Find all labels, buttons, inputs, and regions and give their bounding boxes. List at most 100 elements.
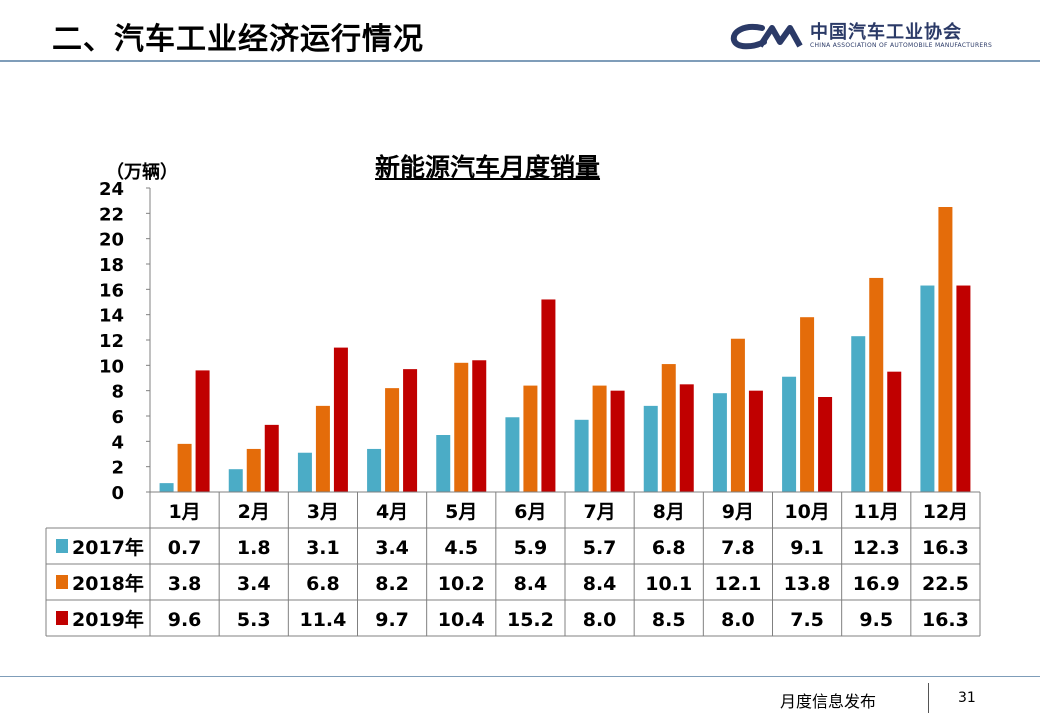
data-table-value: 16.9 (853, 573, 900, 595)
bar (920, 285, 935, 492)
data-table-value: 13.8 (784, 573, 831, 595)
category-label: 7月 (583, 501, 615, 523)
bar (385, 388, 400, 492)
data-table-value: 7.8 (721, 537, 755, 559)
data-table-value: 15.2 (507, 609, 554, 631)
category-label: 10月 (784, 501, 829, 523)
data-table-value: 0.7 (168, 537, 202, 559)
bar (246, 448, 261, 492)
y-axis-tick-label: 20 (99, 230, 124, 251)
data-table-value: 9.7 (375, 609, 409, 631)
bar (367, 448, 382, 492)
bar (403, 369, 418, 492)
bar (454, 362, 469, 492)
bar (851, 336, 866, 492)
category-label: 9月 (722, 501, 754, 523)
bar (333, 347, 348, 492)
page-number: 31 (958, 690, 976, 706)
y-axis-tick-label: 0 (111, 483, 124, 504)
bar (505, 417, 520, 492)
data-table-value: 1.8 (237, 537, 271, 559)
data-table-value: 8.0 (721, 609, 755, 631)
legend-series-name: 2018年 (72, 572, 144, 595)
y-axis-tick-label: 14 (99, 306, 124, 327)
bar (264, 424, 279, 492)
bar (800, 317, 815, 492)
y-axis-tick-label: 24 (99, 179, 124, 200)
data-table-value: 3.8 (168, 573, 202, 595)
bar (592, 385, 607, 492)
data-table-value: 12.1 (714, 573, 761, 595)
bar (315, 405, 330, 492)
bar (436, 435, 451, 492)
bar (956, 285, 971, 492)
bar (643, 405, 658, 492)
y-axis-tick-label: 6 (111, 407, 124, 428)
data-table-value: 3.4 (237, 573, 271, 595)
chart-title: 新能源汽车月度销量 (375, 153, 601, 182)
bar (712, 393, 727, 492)
bar (818, 397, 833, 492)
legend-swatch (56, 539, 68, 553)
bar (782, 376, 797, 492)
bar (159, 483, 174, 492)
data-table-value: 8.0 (583, 609, 617, 631)
data-table-value: 4.5 (444, 537, 478, 559)
category-label: 12月 (923, 501, 968, 523)
data-table-value: 3.4 (375, 537, 409, 559)
bar (195, 370, 210, 492)
category-label: 2月 (238, 501, 270, 523)
data-table-value: 10.2 (438, 573, 485, 595)
y-axis-tick-label: 16 (99, 280, 124, 301)
data-table-value: 6.8 (306, 573, 340, 595)
footer-text: 月度信息发布 (780, 692, 877, 711)
legend-swatch (56, 611, 68, 625)
data-table-value: 9.6 (168, 609, 202, 631)
data-table-value: 11.4 (299, 609, 346, 631)
y-axis-tick-label: 18 (99, 255, 124, 276)
logo-en-name: CHINA ASSOCIATION OF AUTOMOBILE MANUFACT… (810, 42, 993, 49)
footer-rule (0, 676, 1040, 677)
data-table-value: 10.1 (645, 573, 692, 595)
bar (541, 299, 556, 492)
category-label: 3月 (307, 501, 339, 523)
bar (297, 452, 312, 492)
data-table-value: 9.5 (859, 609, 893, 631)
y-axis-tick-label: 10 (99, 356, 124, 377)
bar (472, 360, 487, 492)
y-axis-unit-label: （万辆） (106, 162, 178, 183)
data-table-value: 16.3 (922, 537, 969, 559)
category-label: 1月 (168, 501, 200, 523)
data-table-value: 7.5 (790, 609, 824, 631)
data-table-value: 8.5 (652, 609, 686, 631)
y-axis-tick-label: 2 (111, 458, 124, 479)
data-table-value: 6.8 (652, 537, 686, 559)
bar (748, 390, 763, 492)
data-table-value: 3.1 (306, 537, 340, 559)
bar (574, 419, 589, 492)
bar (887, 371, 902, 492)
bar (679, 384, 694, 492)
bar (938, 207, 953, 492)
footer-divider (928, 683, 929, 713)
data-table-value: 8.4 (514, 573, 548, 595)
data-table-value: 5.7 (583, 537, 617, 559)
category-label: 4月 (376, 501, 408, 523)
header-rule (0, 60, 1040, 62)
category-label: 8月 (653, 501, 685, 523)
bar (730, 338, 745, 492)
legend-series-name: 2017年 (72, 536, 144, 559)
y-axis-tick-label: 4 (111, 432, 124, 453)
logo-cn-name: 中国汽车工业协会 (810, 22, 962, 43)
association-logo: 中国汽车工业协会 CHINA ASSOCIATION OF AUTOMOBILE… (730, 18, 1030, 58)
cam-logo-mark (730, 24, 803, 50)
bar (610, 390, 625, 492)
bar (661, 364, 676, 492)
category-label: 6月 (514, 501, 546, 523)
y-axis-tick-label: 8 (111, 382, 124, 403)
data-table-value: 8.4 (583, 573, 617, 595)
data-table-value: 5.3 (237, 609, 271, 631)
bar (523, 385, 538, 492)
data-table-value: 22.5 (922, 573, 969, 595)
